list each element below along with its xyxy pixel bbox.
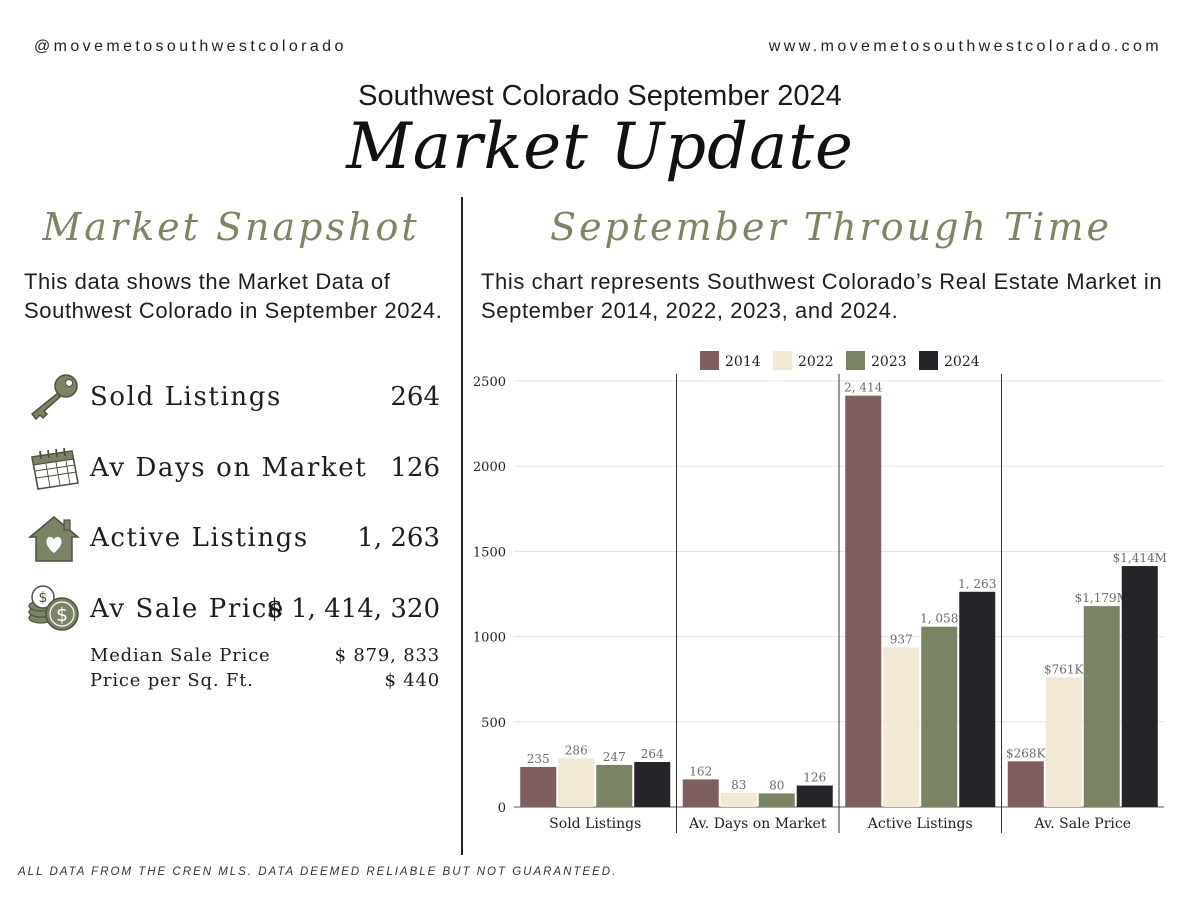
data-label: 162 [689,764,712,778]
data-label: $268K [1006,746,1047,760]
bar-2024 [634,762,671,807]
y-tick-label: 1500 [473,545,506,560]
bar-2024 [959,591,996,807]
page-subtitle: Southwest Colorado September 2024 [358,80,842,112]
bar-2022 [720,792,757,807]
price-per-sqft-label: Price per Sq. Ft. [90,670,254,691]
stat-av-sale-price: $ $ Av Sale Price $ 1, 414, 320 [26,584,440,636]
stat-value: $ 1, 414, 320 [266,594,440,624]
median-sale-price-value: $ 879, 833 [334,645,440,666]
stat-days-on-market: Av Days on Market 126 [26,443,440,495]
stat-value: 126 [390,453,440,483]
svg-text:$: $ [39,590,48,606]
data-disclaimer: ALL DATA FROM THE CREN MLS. DATA DEEMED … [18,866,618,878]
data-label: $1,179M [1075,591,1129,605]
through-time-description: This chart represents Southwest Colorado… [481,269,1163,323]
data-label: 247 [603,750,626,764]
legend-swatch-2022 [773,351,792,370]
market-snapshot-heading: Market Snapshot [42,205,420,249]
stat-label: Av Sale Price [90,594,285,624]
social-handle: @movemetosouthwestcolorado [34,38,347,55]
y-tick-label: 1000 [473,631,506,646]
data-label: 2, 414 [844,381,883,395]
stat-value: 1, 263 [357,523,440,553]
y-tick-label: 500 [481,716,506,731]
bar-2023 [596,764,633,807]
data-label: 264 [641,747,664,761]
svg-text:$: $ [56,604,68,626]
data-label: 286 [565,743,588,757]
legend-swatch-2024 [919,351,938,370]
legend-swatch-2014 [700,351,719,370]
house-heart-icon [26,513,82,565]
bar-2014 [845,395,882,807]
section-divider [461,197,463,855]
key-icon [26,372,82,424]
y-tick-label: 2000 [473,460,506,475]
bar-2022 [558,758,595,807]
data-label: 126 [803,771,826,785]
legend-label: 2024 [944,354,980,370]
legend-label: 2023 [871,354,907,370]
legend-swatch-2023 [846,351,865,370]
price-per-sqft-value: $ 440 [384,670,440,691]
data-label: 235 [527,752,550,766]
stat-label: Sold Listings [90,382,282,412]
september-bar-chart: 0 500 1000 1500 2000 2500 235 286 247 264 Sold Lis… [473,351,1167,833]
data-label: 80 [769,778,784,792]
x-tick-label: Active Listings [867,816,973,832]
calendar-icon [26,443,82,495]
y-tick-label: 0 [498,801,506,816]
median-sale-price-label: Median Sale Price [90,645,271,666]
bar-2014 [1007,761,1044,807]
page-title: Market Update [346,110,854,184]
legend-label: 2014 [725,354,761,370]
stat-value: 264 [390,382,440,412]
x-tick-label: Sold Listings [549,816,641,832]
legend-label: 2022 [798,354,834,370]
stat-active-listings: Active Listings 1, 263 [26,513,440,565]
bar-2023 [1083,606,1120,807]
bar-2014 [682,779,719,807]
data-label: $1,414M [1113,551,1167,565]
bar-2014 [520,766,557,807]
bar-2024 [796,785,833,807]
coins-icon: $ $ [26,584,82,636]
price-per-sqft-row: Price per Sq. Ft. $ 440 [90,670,440,691]
snapshot-description: This data shows the Market Data of South… [24,269,443,323]
website-url[interactable]: www.movemetosouthwestcolorado.com [768,38,1162,55]
data-label: 83 [731,778,746,792]
x-tick-label: Av. Sale Price [1033,816,1131,832]
data-label: 1, 058 [920,612,958,626]
data-label: 937 [890,632,913,646]
bar-2023 [921,626,958,807]
through-time-heading: September Through Time [550,205,1112,249]
data-label: $761K [1044,662,1085,676]
median-sale-price-row: Median Sale Price $ 879, 833 [90,645,440,666]
stat-label: Av Days on Market [90,453,368,483]
stat-sold-listings: Sold Listings 264 [26,372,440,424]
stat-label: Active Listings [90,523,309,553]
bar-2022 [1045,677,1082,807]
x-tick-label: Av. Days on Market [688,816,827,832]
bar-2024 [1121,566,1158,807]
bar-2023 [758,793,795,807]
bar-2022 [883,647,920,807]
data-label: 1, 263 [958,577,996,591]
y-tick-label: 2500 [473,375,506,390]
